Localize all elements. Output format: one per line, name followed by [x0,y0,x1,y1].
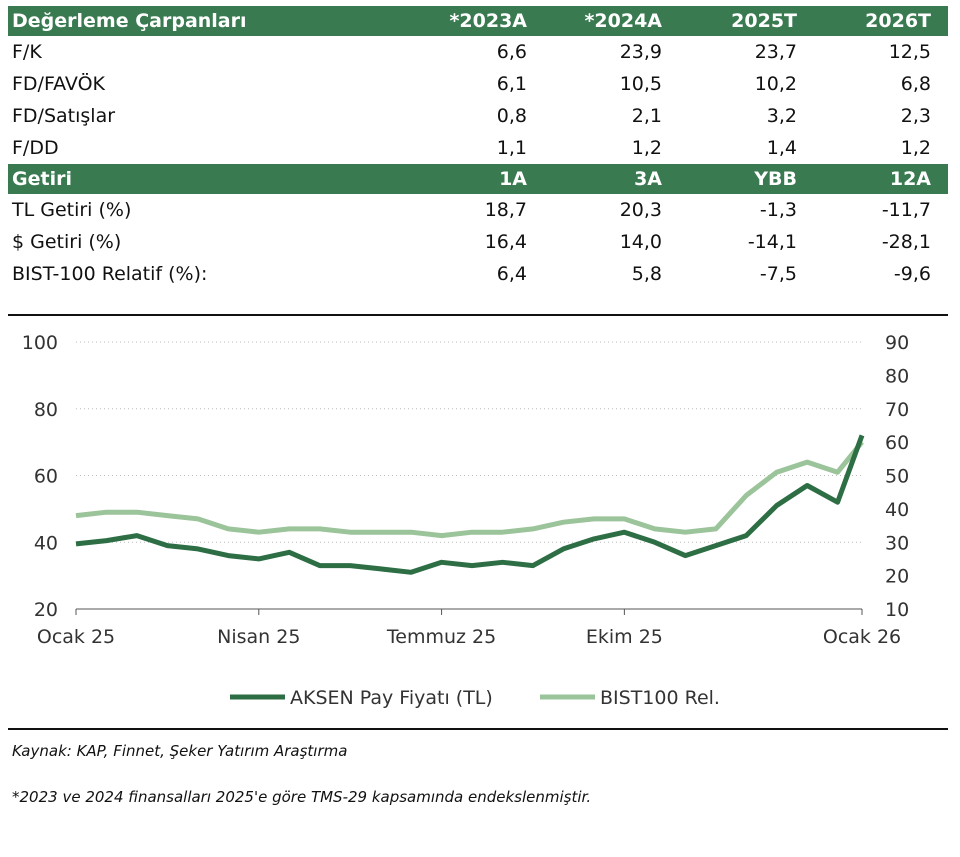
cell: 2,1 [631,105,662,127]
row-label: $ Getiri (%) [12,231,122,253]
table-row: $ Getiri (%) 16,4 14,0 -14,1 -28,1 [8,226,948,258]
valuation-header-2023: *2023A [449,10,527,32]
cell: 12,5 [888,41,931,63]
cell: 6,4 [496,263,527,285]
return-header-1a: 1A [499,168,527,190]
valuation-header-title: Değerleme Çarpanları [12,10,247,32]
valuation-table: Değerleme Çarpanları *2023A *2024A 2025T… [8,6,948,290]
row-label: F/DD [12,137,59,159]
y-right-tick-label: 10 [885,599,909,621]
table-row: F/K 6,6 23,9 23,7 12,5 [8,36,948,68]
cell: 5,8 [631,263,662,285]
cell: 10,2 [754,73,797,95]
table-row: FD/Satışlar 0,8 2,1 3,2 2,3 [8,100,948,132]
cell: -7,5 [759,263,797,285]
cell: 20,3 [619,199,662,221]
row-label: FD/Satışlar [12,105,116,127]
x-tick-label: Nisan 25 [217,626,300,648]
table-row: TL Getiri (%) 18,7 20,3 -1,3 -11,7 [8,194,948,226]
cell: -9,6 [893,263,931,285]
cell: 14,0 [619,231,662,253]
valuation-header-row: Değerleme Çarpanları *2023A *2024A 2025T… [8,6,948,36]
chart-legend: AKSEN Pay Fiyatı (TL) BIST100 Rel. [230,687,720,709]
cell: 1,2 [900,137,931,159]
table-row: BIST-100 Relatif (%): 6,4 5,8 -7,5 -9,6 [8,258,948,290]
source-text: Kaynak: KAP, Finnet, Şeker Yatırım Araşt… [12,742,348,760]
cell: 10,5 [619,73,662,95]
y-right-tick-label: 60 [885,432,909,454]
row-label: FD/FAVÖK [12,73,106,95]
cell: 18,7 [484,199,527,221]
y-right-tick-label: 30 [885,532,909,554]
cell: 1,4 [766,137,797,159]
cell: 6,8 [900,73,931,95]
cell: -28,1 [881,231,931,253]
y-axis-right: 10 20 30 40 50 60 70 80 90 [885,332,909,621]
return-header-3a: 3A [634,168,662,190]
cell: 1,1 [496,137,527,159]
y-left-tick-label: 100 [22,332,58,354]
legend-label: BIST100 Rel. [600,687,720,709]
x-tick-label: Ocak 26 [823,626,901,648]
cell: -11,7 [881,199,931,221]
return-header-ybb: YBB [754,168,797,190]
valuation-header-2026: 2026T [865,10,931,32]
cell: 6,1 [496,73,527,95]
valuation-header-2025: 2025T [731,10,797,32]
legend-label: AKSEN Pay Fiyatı (TL) [290,687,493,709]
return-header-row: Getiri 1A 3A YBB 12A [8,164,948,194]
note-text: *2023 ve 2024 finansalları 2025'e göre T… [12,788,592,806]
series-line-bist100-rel [75,440,864,539]
cell: 23,7 [754,41,797,63]
y-right-tick-label: 50 [885,466,909,488]
table-row: F/DD 1,1 1,2 1,4 1,2 [8,132,948,164]
table-row: FD/FAVÖK 6,1 10,5 10,2 6,8 [8,68,948,100]
cell: 1,2 [631,137,662,159]
y-left-tick-label: 40 [34,532,58,554]
cell: 0,8 [496,105,527,127]
y-axis-left: 20 40 60 80 100 [22,332,58,621]
y-left-tick-label: 20 [34,599,58,621]
footer-divider [8,728,948,730]
row-label: F/K [12,41,42,63]
y-right-tick-label: 90 [885,332,909,354]
table-bottom-divider [8,314,948,316]
row-label: BIST-100 Relatif (%): [12,263,208,285]
x-tick-label: Ekim 25 [586,626,663,648]
row-label: TL Getiri (%) [12,199,132,221]
cell: -14,1 [747,231,797,253]
cell: 16,4 [484,231,527,253]
cell: -1,3 [759,199,797,221]
x-tick-label: Temmuz 25 [386,626,496,648]
y-right-tick-label: 40 [885,499,909,521]
cell: 2,3 [900,105,931,127]
chart-grid [76,341,862,610]
return-header-12a: 12A [889,168,931,190]
y-right-tick-label: 70 [885,399,909,421]
chart-series [75,434,865,575]
y-right-tick-label: 20 [885,566,909,588]
valuation-header-2024: *2024A [584,10,662,32]
cell: 23,9 [619,41,662,63]
price-chart: 20 40 60 80 100 10 20 30 40 50 60 70 80 90 Ocak 25 Ni… [22,332,909,709]
cell: 6,6 [496,41,527,63]
series-line-aksen [75,434,865,575]
return-header-title: Getiri [12,168,72,190]
y-left-tick-label: 80 [34,399,58,421]
cell: 3,2 [766,105,797,127]
x-axis: Ocak 25 Nisan 25 Temmuz 25 Ekim 25 Ocak 26 [37,608,901,648]
y-right-tick-label: 80 [885,365,909,387]
x-tick-label: Ocak 25 [37,626,115,648]
y-left-tick-label: 60 [34,466,58,488]
